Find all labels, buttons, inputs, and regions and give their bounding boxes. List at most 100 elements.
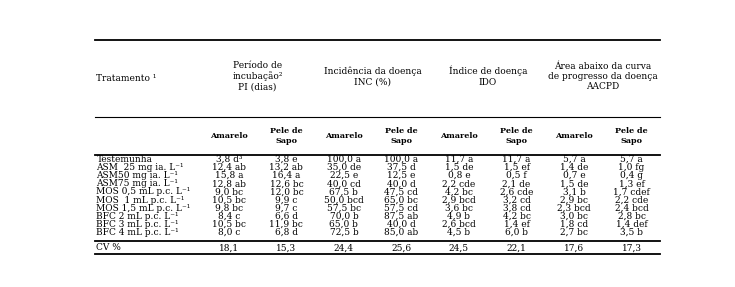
Text: 3,8 e: 3,8 e (275, 155, 298, 164)
Text: 5,7 a: 5,7 a (563, 155, 586, 164)
Text: 47,5 cd: 47,5 cd (384, 187, 418, 196)
Text: Tratamento ¹: Tratamento ¹ (96, 74, 157, 83)
Text: 18,1: 18,1 (219, 243, 239, 252)
Text: 2,3 bcd: 2,3 bcd (557, 204, 591, 213)
Text: 3,2 cd: 3,2 cd (503, 195, 531, 205)
Text: 24,5: 24,5 (449, 243, 469, 252)
Text: 17,6: 17,6 (564, 243, 584, 252)
Text: 4,2 bc: 4,2 bc (503, 212, 531, 221)
Text: 12,8 ab: 12,8 ab (212, 179, 246, 188)
Text: 6,6 d: 6,6 d (275, 212, 298, 221)
Text: 87,5 ab: 87,5 ab (384, 212, 419, 221)
Text: 0,4 g: 0,4 g (620, 171, 643, 180)
Text: 2,8 bc: 2,8 bc (617, 212, 645, 221)
Text: 40,0 d: 40,0 d (387, 220, 416, 229)
Text: ASM75 mg ia. L⁻¹: ASM75 mg ia. L⁻¹ (96, 179, 179, 188)
Text: 0,8 e: 0,8 e (448, 171, 470, 180)
Text: 12,6 bc: 12,6 bc (270, 179, 304, 188)
Text: 9,8 bc: 9,8 bc (215, 204, 243, 213)
Text: 100,0 a: 100,0 a (384, 155, 418, 164)
Text: 1,3 ef: 1,3 ef (619, 179, 645, 188)
Text: 22,5 e: 22,5 e (330, 171, 358, 180)
Text: 12,4 ab: 12,4 ab (212, 163, 246, 172)
Text: 11,7 a: 11,7 a (502, 155, 531, 164)
Text: Pele de
Sapo: Pele de Sapo (385, 127, 417, 145)
Text: 4,5 b: 4,5 b (448, 228, 470, 237)
Text: 67,5 b: 67,5 b (329, 187, 359, 196)
Text: Pele de
Sapo: Pele de Sapo (615, 127, 648, 145)
Text: 9,0 bc: 9,0 bc (215, 187, 243, 196)
Text: ASM50 mg ia. L⁻¹: ASM50 mg ia. L⁻¹ (96, 171, 179, 180)
Text: 10,5 bc: 10,5 bc (212, 220, 246, 229)
Text: 8,4 c: 8,4 c (218, 212, 240, 221)
Text: 4,2 bc: 4,2 bc (445, 187, 473, 196)
Text: 2,9 bcd: 2,9 bcd (442, 195, 476, 205)
Text: MOS 0,5 mL p.c. L⁻¹: MOS 0,5 mL p.c. L⁻¹ (96, 187, 190, 196)
Text: 3,8 d³: 3,8 d³ (215, 155, 242, 164)
Text: 12,5 e: 12,5 e (387, 171, 416, 180)
Text: 0,7 e: 0,7 e (563, 171, 585, 180)
Text: 5,7 a: 5,7 a (620, 155, 643, 164)
Text: 1,5 ef: 1,5 ef (503, 163, 529, 172)
Text: 1,7 cdef: 1,7 cdef (613, 187, 650, 196)
Text: 2,2 cde: 2,2 cde (615, 195, 648, 205)
Text: 2,6 cde: 2,6 cde (500, 187, 533, 196)
Text: Testemunha: Testemunha (96, 155, 152, 164)
Text: 15,3: 15,3 (276, 243, 296, 252)
Text: 70,0 b: 70,0 b (329, 212, 358, 221)
Text: 6,0 b: 6,0 b (505, 228, 528, 237)
Text: 85,0 ab: 85,0 ab (384, 228, 419, 237)
Text: Pele de
Sapo: Pele de Sapo (270, 127, 303, 145)
Text: Amarelo: Amarelo (210, 132, 248, 140)
Text: 0,5 f: 0,5 f (506, 171, 527, 180)
Text: Incidência da doença
INC (%): Incidência da doença INC (%) (324, 67, 422, 86)
Text: 24,4: 24,4 (334, 243, 354, 252)
Text: 2,9 bc: 2,9 bc (560, 195, 588, 205)
Text: Período de
incubação²
PI (dias): Período de incubação² PI (dias) (232, 61, 283, 92)
Text: 1,4 def: 1,4 def (616, 220, 648, 229)
Text: 1,4 de: 1,4 de (560, 163, 588, 172)
Text: 3,6 bc: 3,6 bc (445, 204, 473, 213)
Text: 100,0 a: 100,0 a (327, 155, 361, 164)
Text: BFC 2 mL p.c. L⁻¹: BFC 2 mL p.c. L⁻¹ (96, 212, 179, 221)
Text: Índice de doença
IDO: Índice de doença IDO (448, 66, 527, 87)
Text: 16,4 a: 16,4 a (272, 171, 301, 180)
Text: 1,5 de: 1,5 de (445, 163, 473, 172)
Text: 2,2 cde: 2,2 cde (442, 179, 476, 188)
Text: 2,1 de: 2,1 de (503, 179, 531, 188)
Text: BFC 4 mL p.c. L⁻¹: BFC 4 mL p.c. L⁻¹ (96, 228, 179, 237)
Text: MOS 1,5 mL p.c. L⁻¹: MOS 1,5 mL p.c. L⁻¹ (96, 204, 190, 213)
Text: 10,5 bc: 10,5 bc (212, 195, 246, 205)
Text: 6,8 d: 6,8 d (275, 228, 298, 237)
Text: 2,6 bcd: 2,6 bcd (442, 220, 476, 229)
Text: Amarelo: Amarelo (440, 132, 478, 140)
Text: 37,5 d: 37,5 d (387, 163, 416, 172)
Text: 8,0 c: 8,0 c (218, 228, 240, 237)
Text: 50,0 bcd: 50,0 bcd (324, 195, 364, 205)
Text: Pele de
Sapo: Pele de Sapo (501, 127, 533, 145)
Text: 1,8 cd: 1,8 cd (560, 220, 588, 229)
Text: 3,0 bc: 3,0 bc (560, 212, 588, 221)
Text: 72,5 b: 72,5 b (329, 228, 358, 237)
Text: 4,9 b: 4,9 b (448, 212, 470, 221)
Text: 25,6: 25,6 (392, 243, 412, 252)
Text: 9,9 c: 9,9 c (275, 195, 298, 205)
Text: 1,0 fg: 1,0 fg (618, 163, 645, 172)
Text: 11,7 a: 11,7 a (445, 155, 473, 164)
Text: 57,5 cd: 57,5 cd (384, 204, 418, 213)
Text: 9,7 c: 9,7 c (275, 204, 298, 213)
Text: 13,2 ab: 13,2 ab (270, 163, 304, 172)
Text: 65,0 b: 65,0 b (329, 220, 359, 229)
Text: ASM  25 mg ia. L⁻¹: ASM 25 mg ia. L⁻¹ (96, 163, 184, 172)
Text: 15,8 a: 15,8 a (215, 171, 243, 180)
Text: 11,9 bc: 11,9 bc (270, 220, 304, 229)
Text: 1,5 de: 1,5 de (560, 179, 588, 188)
Text: 40,0 cd: 40,0 cd (327, 179, 361, 188)
Text: Área abaixo da curva
de progresso da doença
AACPD: Área abaixo da curva de progresso da doe… (548, 61, 658, 91)
Text: 2,4 bcd: 2,4 bcd (614, 204, 648, 213)
Text: 35,0 de: 35,0 de (327, 163, 361, 172)
Text: MOS  1 mL p.c. L⁻¹: MOS 1 mL p.c. L⁻¹ (96, 195, 184, 205)
Text: 3,5 b: 3,5 b (620, 228, 643, 237)
Text: BFC 3 mL p.c. L⁻¹: BFC 3 mL p.c. L⁻¹ (96, 220, 179, 229)
Text: 17,3: 17,3 (622, 243, 642, 252)
